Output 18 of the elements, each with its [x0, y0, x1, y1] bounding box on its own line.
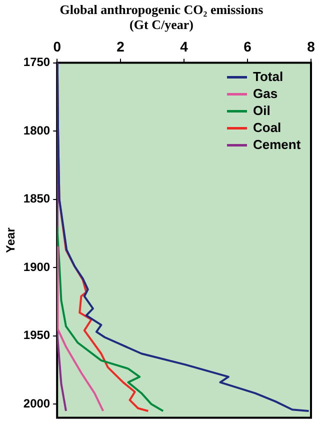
x-tick-label: 0	[53, 38, 62, 54]
y-tick-label: 1750	[23, 55, 50, 70]
y-tick-label: 1950	[23, 328, 50, 342]
legend-label: Oil	[253, 102, 270, 118]
y-tick-label: 1900	[23, 260, 50, 274]
legend-label: Gas	[253, 86, 278, 101]
x-tick-label: 6	[244, 38, 252, 54]
legend-label: Total	[253, 68, 284, 84]
x-tick-label: 4	[180, 38, 188, 54]
legend-label: Cement	[253, 136, 302, 152]
y-tick-label: 1800	[23, 123, 50, 138]
y-tick-label: 1850	[23, 192, 50, 206]
legend-label: Coal	[253, 120, 282, 135]
y-tick-label: 2000	[23, 396, 50, 410]
x-axis-title: Global anthropogenic CO₂ emissions (Gt C/year)	[58, 2, 264, 32]
x-tick-label: 2	[116, 38, 125, 54]
y-axis-title: Year	[4, 227, 18, 253]
x-tick-label: 8	[307, 38, 316, 54]
